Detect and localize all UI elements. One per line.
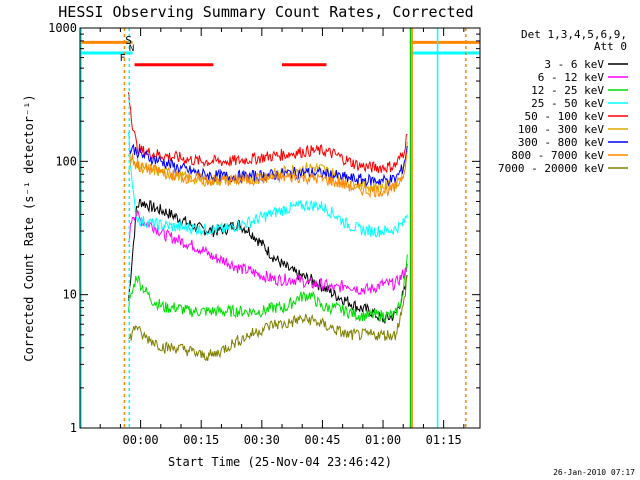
- series-line: [128, 254, 408, 322]
- plot-area: SNF 1 10 100 1000 00:00 00:15 00:30 00:45 01:00 01…: [48, 21, 481, 447]
- legend-header-line: Att 0: [594, 40, 627, 53]
- series-line: [128, 199, 408, 324]
- y-tick-label: 1: [70, 421, 77, 435]
- y-tick-label: 1000: [48, 21, 77, 35]
- axes-frame: [79, 27, 481, 429]
- legend-header: Det 1,3,4,5,6,9,Att 0: [521, 28, 627, 53]
- y-tick-label: 10: [63, 288, 77, 302]
- series-line: [128, 150, 408, 199]
- legend-header-line: Det 1,3,4,5,6,9,: [521, 28, 627, 41]
- flag-label-f: F: [120, 53, 126, 64]
- legend-label: 50 - 100 keV: [525, 110, 605, 123]
- x-tick-label: 00:45: [304, 433, 340, 447]
- x-tick-label: 00:30: [244, 433, 280, 447]
- legend-label: 7000 - 20000 keV: [498, 162, 604, 175]
- x-tick-label: 01:15: [426, 433, 462, 447]
- series-line: [128, 132, 408, 238]
- series-line: [128, 210, 408, 296]
- legend-label: 300 - 800 keV: [518, 136, 604, 149]
- x-tick-label: 00:00: [123, 433, 159, 447]
- chart-title: HESSI Observing Summary Count Rates, Cor…: [58, 3, 473, 21]
- legend-label: 3 - 6 keV: [544, 58, 604, 71]
- flag-label-n: N: [129, 44, 134, 54]
- flag-label-s: S: [125, 34, 132, 47]
- x-axis-label: Start Time (25-Nov-04 23:46:42): [168, 455, 392, 469]
- legend-label: 12 - 25 keV: [531, 84, 604, 97]
- y-tick-label: 100: [55, 154, 77, 168]
- footer-date: 26-Jan-2010 07:17: [553, 468, 635, 477]
- legend-label: 25 - 50 keV: [531, 97, 604, 110]
- legend-label: 100 - 300 keV: [518, 123, 604, 136]
- legend-label: 800 - 7000 keV: [511, 149, 604, 162]
- x-tick-label: 00:15: [183, 433, 219, 447]
- series-line: [128, 275, 408, 362]
- y-axis-label: Corrected Count Rate (s⁻¹ detector⁻¹): [22, 94, 36, 361]
- legend-label: 6 - 12 keV: [538, 71, 605, 84]
- x-tick-label: 01:00: [365, 433, 401, 447]
- series-line: [128, 92, 408, 174]
